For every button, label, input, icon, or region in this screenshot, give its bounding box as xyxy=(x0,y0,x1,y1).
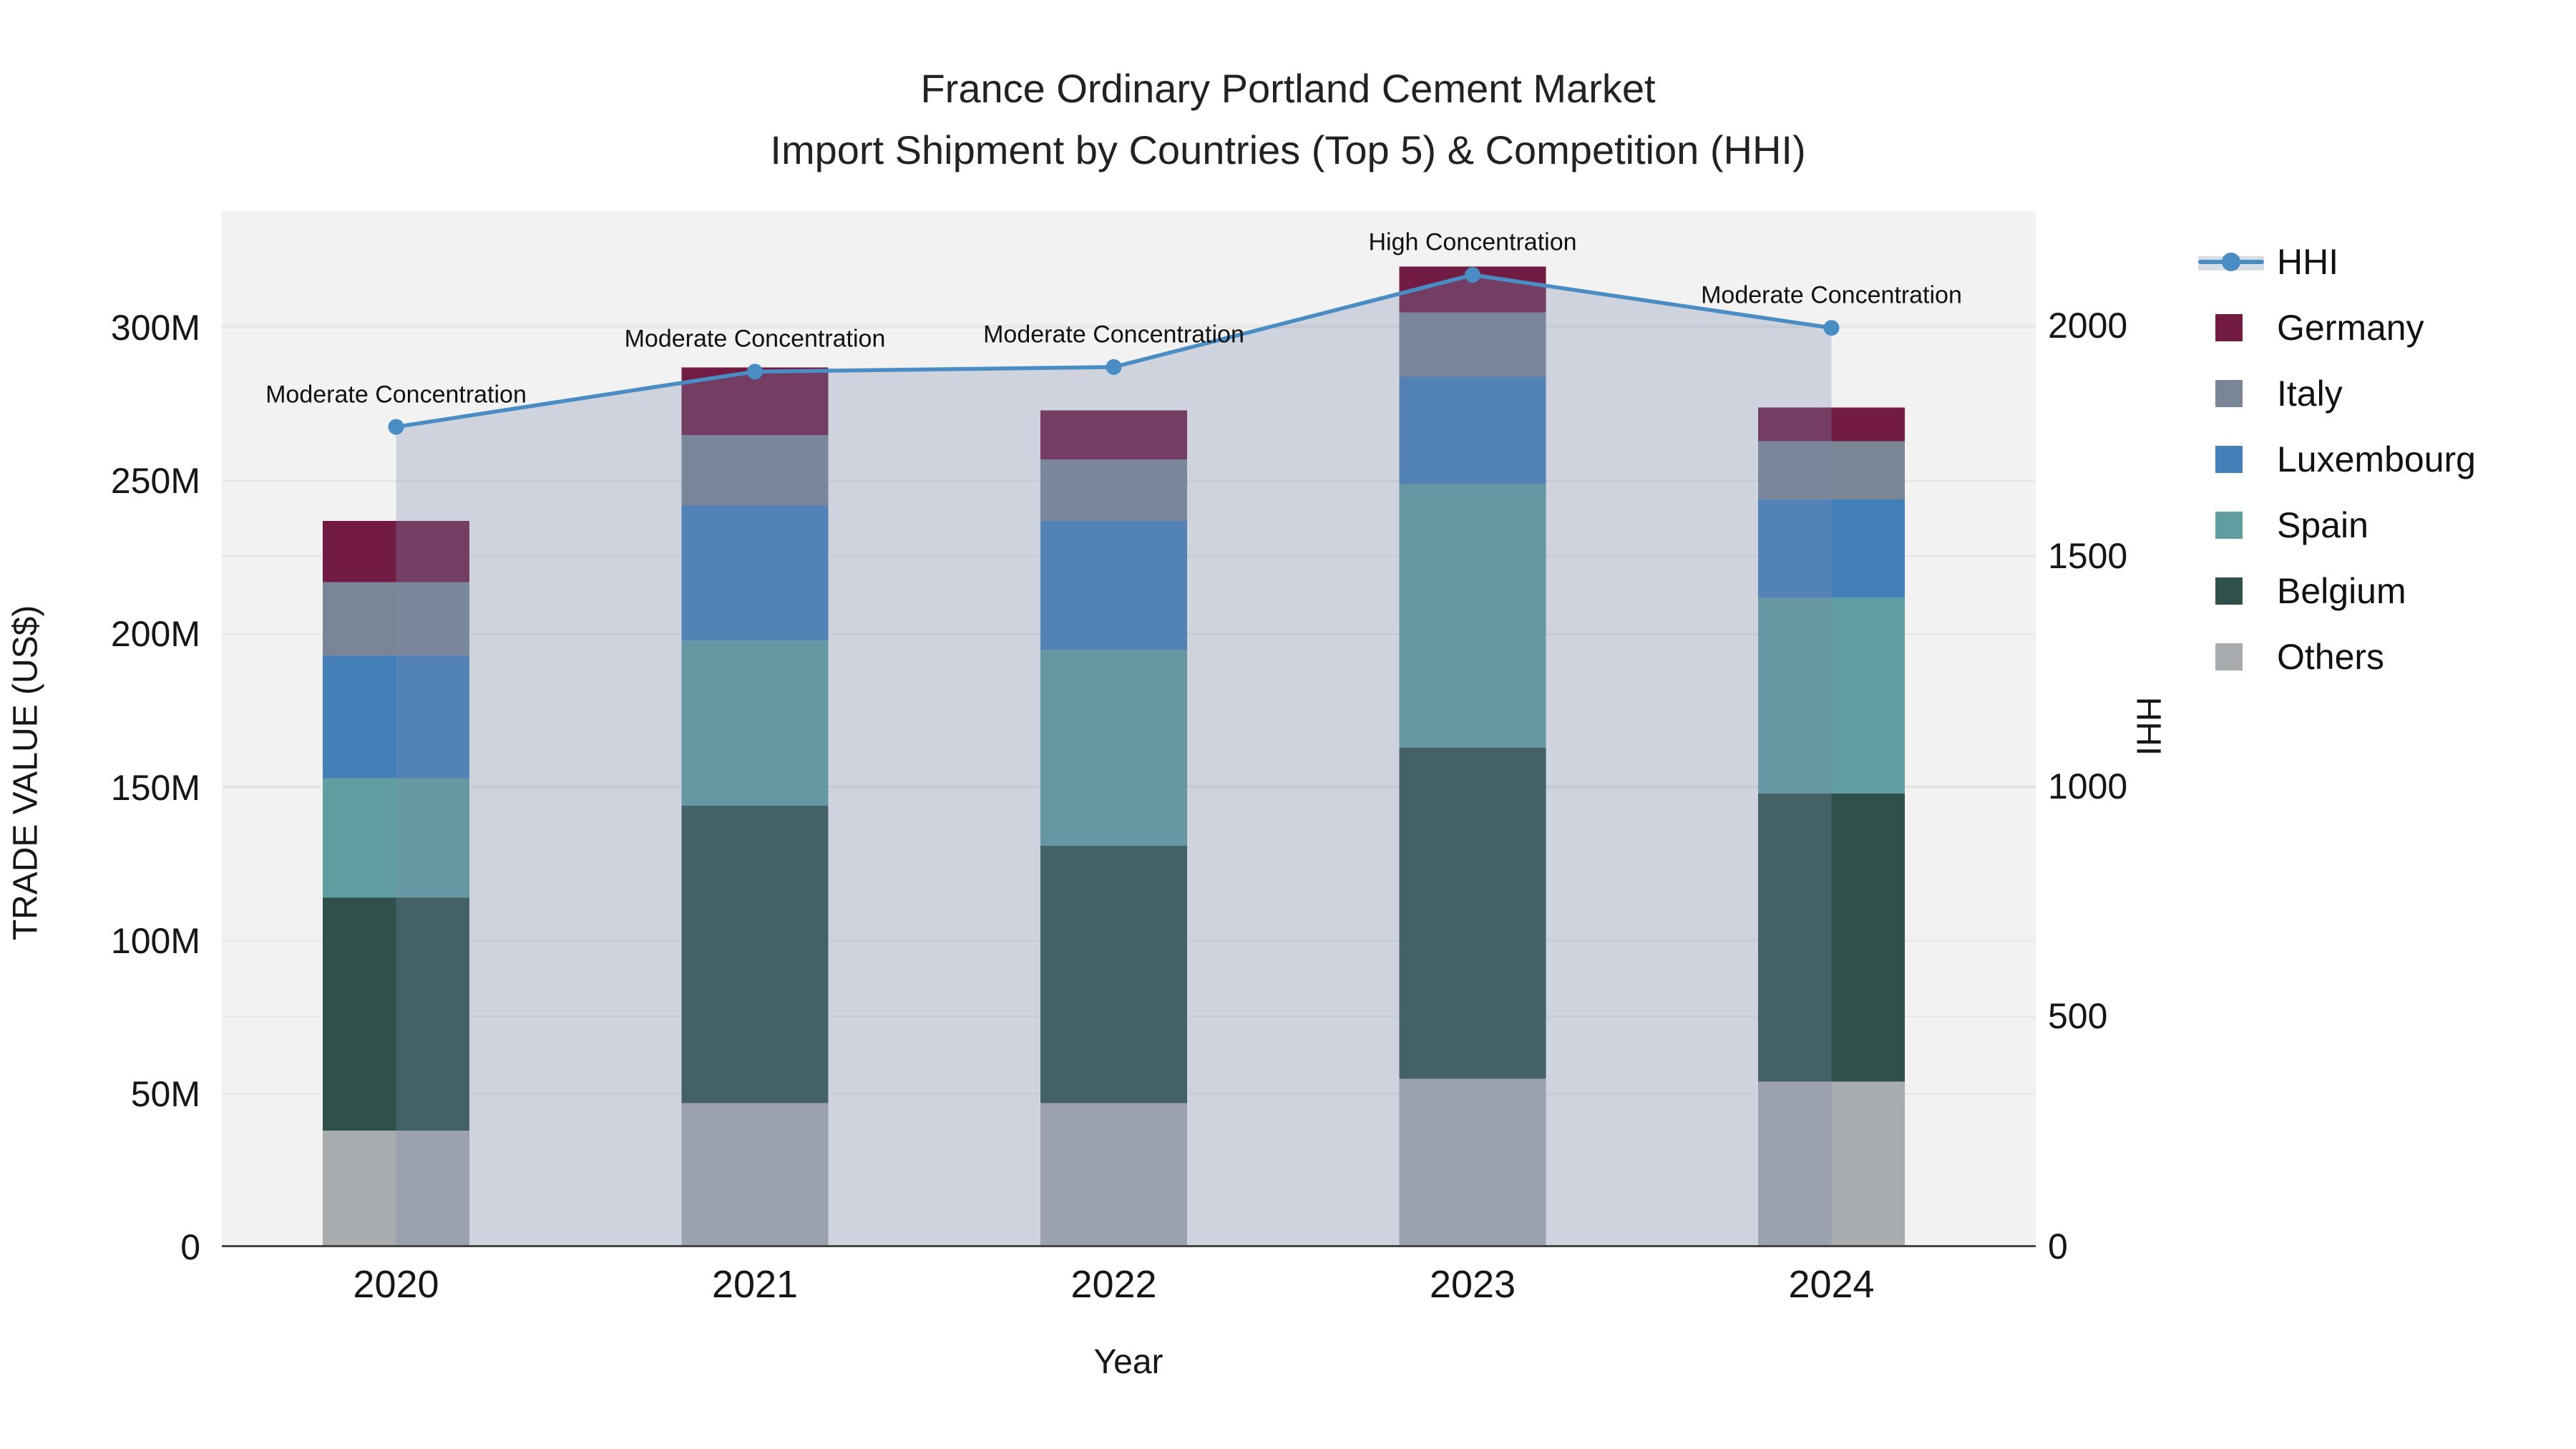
legend-label-belgium: Belgium xyxy=(2277,571,2406,611)
bar-segment-2022-italy xyxy=(1040,459,1187,521)
x-axis-title: Year xyxy=(1093,1343,1163,1381)
bar-segment-2024-others xyxy=(1758,1081,1905,1247)
bar-segment-2021-others xyxy=(681,1103,829,1247)
legend-item-hhi[interactable]: HHI xyxy=(2198,229,2338,295)
legend-swatch-area xyxy=(2198,314,2270,341)
legend-label-others: Others xyxy=(2277,637,2385,677)
bar-segment-2023-spain xyxy=(1399,484,1546,748)
legend-item-belgium[interactable]: Belgium xyxy=(2198,558,2406,624)
bar-segment-2024-belgium xyxy=(1758,794,1905,1082)
spain-color-swatch xyxy=(2215,512,2243,539)
left-axis-title: TRADE VALUE (US$) xyxy=(6,605,45,941)
right-axis-title: HHI xyxy=(2129,696,2167,756)
bar-segment-2023-belgium xyxy=(1399,747,1546,1079)
plot-area xyxy=(222,211,2036,1247)
annotation-2023: High Concentration xyxy=(1368,228,1577,256)
hhi-area-fill xyxy=(396,275,1832,1247)
annotation-2020: Moderate Concentration xyxy=(265,381,527,409)
legend-item-spain[interactable]: Spain xyxy=(2198,492,2368,558)
bar-segment-2024-luxembourg xyxy=(1758,499,1905,597)
right-tick-1500: 1500 xyxy=(2048,535,2128,576)
germany-color-swatch xyxy=(2215,314,2243,341)
legend-swatch-area xyxy=(2198,446,2270,473)
left-tick-50M: 50M xyxy=(130,1073,200,1114)
bar-segment-2021-belgium xyxy=(681,806,829,1103)
legend-label-spain: Spain xyxy=(2277,505,2368,545)
left-tick-300M: 300M xyxy=(110,308,200,348)
bar-segment-2020-belgium xyxy=(323,897,469,1131)
bar-segment-2021-italy xyxy=(681,434,829,506)
right-tick-1000: 1000 xyxy=(2048,766,2128,806)
bar-segment-2022-spain xyxy=(1040,649,1187,846)
x-tick-2022: 2022 xyxy=(1070,1263,1157,1306)
right-tick-2000: 2000 xyxy=(2048,306,2128,346)
x-tick-2020: 2020 xyxy=(353,1263,439,1306)
hhi-marker-2023 xyxy=(1465,267,1480,283)
bar-segment-2020-germany xyxy=(323,520,469,582)
hhi-line-legend-swatch xyxy=(2198,248,2264,276)
annotation-2024: Moderate Concentration xyxy=(1701,281,1962,309)
chart-title-line1: France Ordinary Portland Cement Market xyxy=(920,66,1656,111)
legend-item-luxembourg[interactable]: Luxembourg xyxy=(2198,426,2476,492)
hhi-marker-2020 xyxy=(388,419,404,435)
legend-label-luxembourg: Luxembourg xyxy=(2277,439,2476,479)
chart-title-line2: Import Shipment by Countries (Top 5) & C… xyxy=(770,127,1806,172)
x-tick-2024: 2024 xyxy=(1788,1263,1875,1306)
left-tick-0: 0 xyxy=(180,1227,200,1267)
right-tick-500: 500 xyxy=(2048,996,2108,1037)
legend-label-hhi: HHI xyxy=(2277,242,2339,282)
left-tick-250M: 250M xyxy=(110,461,200,502)
bar-segment-2023-luxembourg xyxy=(1399,376,1546,484)
bar-segment-2024-germany xyxy=(1758,407,1905,441)
others-color-swatch xyxy=(2215,643,2243,670)
belgium-color-swatch xyxy=(2215,577,2243,605)
left-tick-150M: 150M xyxy=(110,767,200,808)
bar-segment-2023-others xyxy=(1399,1078,1546,1247)
legend-label-germany: Germany xyxy=(2277,308,2424,348)
luxembourg-color-swatch xyxy=(2215,446,2243,473)
legend-item-italy[interactable]: Italy xyxy=(2198,361,2343,426)
hhi-marker-2022 xyxy=(1106,358,1122,375)
hhi-marker-swatch xyxy=(2222,253,2240,271)
legend-item-germany[interactable]: Germany xyxy=(2198,295,2424,361)
bar-segment-2022-luxembourg xyxy=(1040,520,1187,650)
bar-segment-2024-spain xyxy=(1758,597,1905,794)
x-tick-2021: 2021 xyxy=(711,1263,799,1306)
x-tick-2023: 2023 xyxy=(1429,1263,1516,1306)
annotation-2022: Moderate Concentration xyxy=(983,321,1244,348)
bar-segment-2022-others xyxy=(1040,1103,1187,1247)
legend-swatch-area xyxy=(2198,643,2270,670)
legend-swatch-area xyxy=(2198,512,2270,539)
legend-item-others[interactable]: Others xyxy=(2198,624,2384,690)
bar-segment-2022-belgium xyxy=(1040,845,1187,1103)
legend-swatch-area xyxy=(2198,248,2270,276)
bar-segment-2021-spain xyxy=(681,640,829,806)
legend-label-italy: Italy xyxy=(2277,374,2343,414)
bar-segment-2024-italy xyxy=(1758,441,1905,499)
right-tick-0: 0 xyxy=(2048,1226,2068,1267)
annotation-2021: Moderate Concentration xyxy=(624,325,886,353)
left-tick-100M: 100M xyxy=(110,920,200,961)
bar-segment-2020-italy xyxy=(323,582,469,656)
hhi-marker-2024 xyxy=(1823,320,1840,336)
left-tick-200M: 200M xyxy=(110,614,200,655)
bar-segment-2021-luxembourg xyxy=(681,505,829,640)
legend-swatch-area xyxy=(2198,577,2270,605)
bar-segment-2022-germany xyxy=(1040,410,1187,460)
bar-segment-2023-italy xyxy=(1399,312,1546,377)
bar-segment-2020-spain xyxy=(323,778,469,898)
bar-segment-2020-others xyxy=(323,1131,469,1247)
legend-swatch-area xyxy=(2198,380,2270,407)
hhi-marker-2021 xyxy=(747,364,763,380)
italy-color-swatch xyxy=(2215,380,2243,407)
bar-segment-2020-luxembourg xyxy=(323,655,469,779)
